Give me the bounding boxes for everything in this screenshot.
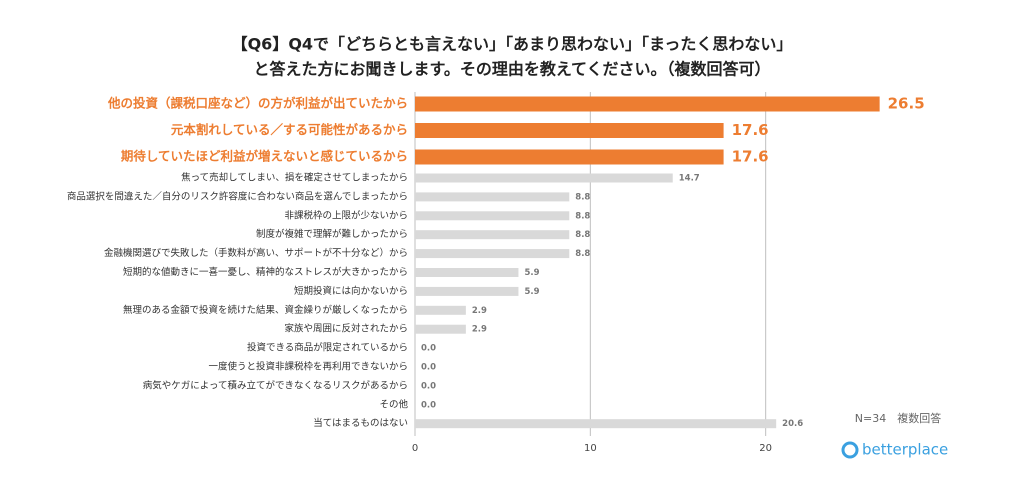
chart-title: 【Q6】Q4で「どちらとも言えない」「あまり思わない」「まったく思わない」 (232, 35, 793, 54)
y-tick-label: 金融機関選びで失敗した（手数料が高い、サポートが不十分など）から (104, 247, 408, 259)
value-label: 5.9 (524, 268, 539, 278)
bar (415, 192, 570, 202)
value-label: 8.8 (575, 192, 590, 202)
value-label: 2.9 (472, 306, 487, 316)
value-label: 0.0 (421, 400, 436, 410)
x-tick-label: 10 (584, 443, 597, 454)
y-tick-label: 無理のある金額で投資を続けた結果、資金繰りが厳しくなったから (123, 304, 408, 316)
value-label: 17.6 (732, 148, 769, 166)
y-tick-label: 短期的な値動きに一喜一憂し、精神的なストレスが大きかったから (123, 266, 408, 278)
y-tick-label: 制度が複雑で理解が難しかったから (256, 228, 408, 240)
annotation: N=34 複数回答 (855, 411, 941, 425)
y-tick-label: その他 (379, 398, 408, 410)
value-label: 8.8 (575, 249, 590, 259)
chart-title: と答えた方にお聞きします。その理由を教えてください。（複数回答可） (253, 60, 770, 79)
y-tick-label: 焦って売却してしまい、損を確定させてしまったから (181, 172, 408, 184)
bar (415, 305, 466, 315)
value-label: 8.8 (575, 211, 590, 221)
y-tick-label: 当てはまるものはない (313, 417, 408, 429)
y-tick-label: 他の投資（課税口座など）の方が利益が出ていたから (107, 96, 408, 111)
value-label: 14.7 (679, 174, 700, 184)
value-label: 0.0 (421, 344, 436, 354)
value-label: 8.8 (575, 230, 590, 240)
value-label: 17.6 (732, 121, 769, 139)
bar (415, 249, 570, 259)
x-tick-label: 0 (412, 443, 418, 454)
y-tick-label: 元本割れしている／する可能性があるから (171, 122, 408, 137)
value-label: 0.0 (421, 381, 436, 391)
bar (415, 268, 519, 277)
bar (415, 324, 466, 334)
y-tick-label: 一度使うと投資非課税枠を再利用できないから (208, 361, 408, 373)
bar (415, 173, 673, 183)
logo-icon (841, 441, 859, 459)
y-tick-label: 商品選択を間違えた／自分のリスク許容度に合わない商品を選んでしまったから (67, 190, 408, 202)
y-tick-label: 期待していたほど利益が増えないと感じているから (121, 149, 408, 164)
bar (415, 123, 724, 138)
y-tick-label: 非課税枠の上限が少ないから (284, 209, 408, 221)
x-tick-label: 20 (759, 443, 772, 454)
value-label: 0.0 (421, 363, 436, 373)
value-label: 26.5 (888, 95, 925, 113)
bar (415, 286, 519, 296)
bar (415, 211, 570, 221)
bar (415, 230, 570, 240)
y-tick-label: 投資できる商品が限定されているから (247, 342, 408, 354)
y-tick-label: 短期投資には向かないから (294, 285, 408, 297)
value-label: 5.9 (524, 287, 539, 297)
y-tick-label: 病気やケガによって積み立てができなくなるリスクがあるから (143, 379, 408, 391)
value-label: 2.9 (472, 325, 487, 335)
y-tick-label: 家族や周囲に反対されたから (284, 323, 408, 335)
bar (415, 149, 724, 165)
bar (415, 419, 777, 429)
bar (415, 96, 880, 112)
logo: betterplace (841, 441, 948, 459)
value-label: 20.6 (782, 419, 803, 429)
logo-text: betterplace (862, 441, 948, 459)
